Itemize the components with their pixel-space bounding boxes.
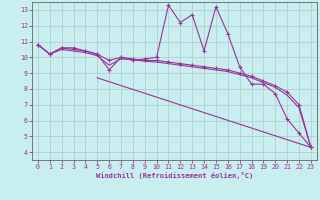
X-axis label: Windchill (Refroidissement éolien,°C): Windchill (Refroidissement éolien,°C) [96,172,253,179]
